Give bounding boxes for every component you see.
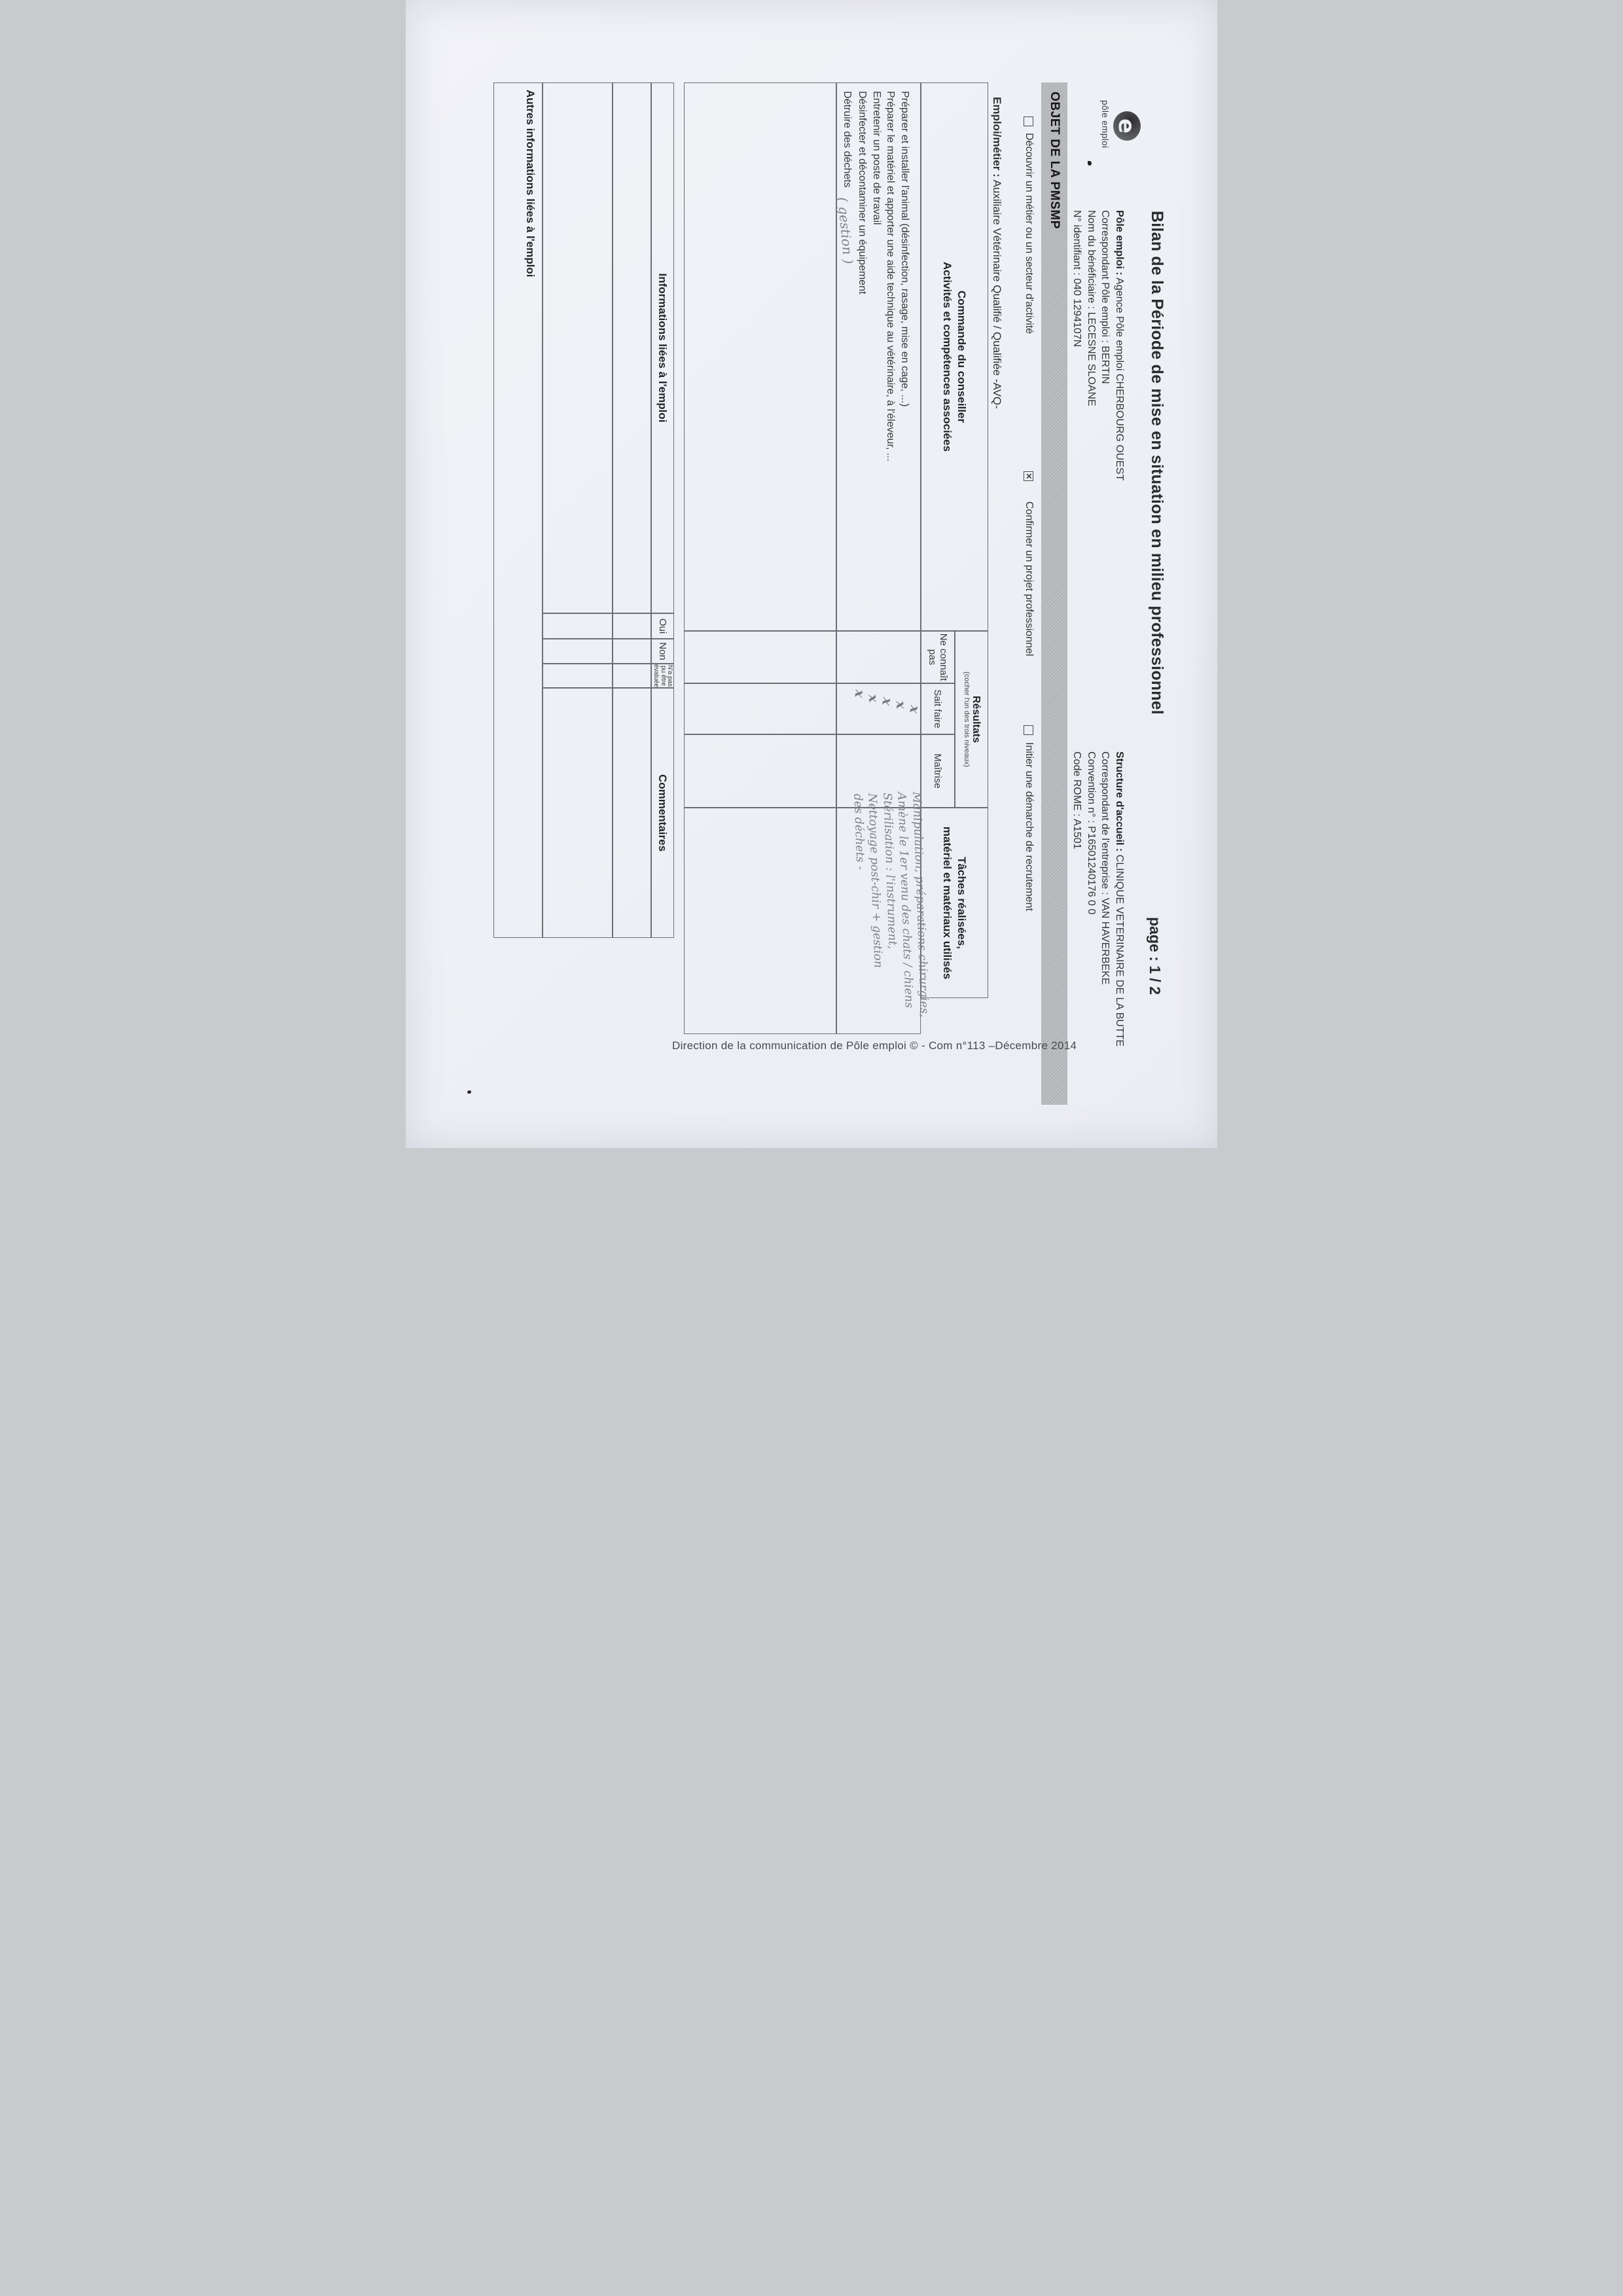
section-title: OBJET DE LA PMSMP <box>1048 92 1061 230</box>
cell-commande-r2 <box>684 82 836 631</box>
info-header-label: Informations liées à l'emploi <box>651 82 674 613</box>
rotated-form-content: e pôle emploi Bilan de la Période de mis… <box>483 77 1196 1111</box>
col-header-resultats: Résultats (cocher l'un des trois niveaux… <box>955 631 988 808</box>
checkbox-initier-label: Initier une démarche de recrutement <box>1024 742 1035 911</box>
info-r2-comm <box>543 688 613 938</box>
activity-item: Préparer le matériel et apporter une aid… <box>885 91 897 462</box>
header-line: N° identifiant : 040 1294107N <box>1071 210 1083 348</box>
autres-informations-row: Autres informations liées à l'emploi <box>493 82 543 938</box>
commande-line1: Commande du conseiller <box>955 290 969 423</box>
pole-emploi-logo-icon: e <box>1113 111 1141 141</box>
info-r2-oui <box>543 613 613 639</box>
checkbox-decouvrir[interactable] <box>1024 117 1033 126</box>
col-header-ne-connait-pas: Ne connaît pas <box>921 631 955 683</box>
pencil-x-mark: x <box>865 693 882 704</box>
info-header-commentaires: Commentaires <box>651 688 674 938</box>
info-r1-napas <box>613 664 651 688</box>
activity-item: Désinfecter et décontaminer un équipemen… <box>857 91 868 295</box>
autres-informations-label: Autres informations liées à l'emploi <box>524 90 537 278</box>
checkbox-confirmer-label: Confirmer un projet professionnel <box>1024 501 1035 656</box>
commande-line2: Activités et compétences associées <box>941 261 954 452</box>
info-r2-non <box>543 639 613 664</box>
scanned-form-page: e pôle emploi Bilan de la Période de mis… <box>406 0 1217 1148</box>
header-line: Structure d'accueil : CLINIQUE VETERINAI… <box>1114 751 1125 1047</box>
header-block-pole-emploi: Pôle emploi : Agence Pôle emploi CHERBOU… <box>1070 210 1126 480</box>
info-header-non: Non <box>651 639 674 664</box>
activity-item: Détruire des déchets( gestion ) <box>834 91 857 265</box>
row-activites-cell: Préparer et installer l'animal (désinfec… <box>834 82 921 631</box>
info-r2-c1 <box>543 82 613 613</box>
emploi-metier-line: Emploi/métier : Auxiliaire Vétérinaire Q… <box>990 97 1003 409</box>
page-number-label: page : 1 / 2 <box>1147 917 1164 995</box>
info-r1-comm <box>613 688 651 938</box>
pencil-x-mark: x <box>851 689 868 699</box>
section-bar-objet-pmsmp: OBJET DE LA PMSMP <box>1041 82 1067 1105</box>
emploi-metier-value: Auxiliaire Vétérinaire Qualifié / Qualif… <box>991 177 1003 409</box>
header-line: Nom du bénéficiaire : LECESNE SLOANE <box>1086 210 1097 406</box>
header-block-structure-accueil: Structure d'accueil : CLINIQUE VETERINAI… <box>1070 751 1126 1047</box>
col-header-sait-faire: Sait faire <box>921 683 955 734</box>
cell-ne-connait-r1 <box>836 631 921 683</box>
col-header-commande: Commande du conseiller Activités et comp… <box>921 82 988 631</box>
checkbox-confirmer[interactable]: ✕ <box>1024 471 1033 481</box>
emploi-metier-label: Emploi/métier : <box>991 97 1003 177</box>
header-line: Pôle emploi : Agence Pôle emploi CHERBOU… <box>1114 210 1125 481</box>
cell-maitrise-r2 <box>684 734 836 808</box>
header-line: Convention n° : P16501240176 0 0 <box>1086 751 1097 915</box>
results-table: Commande du conseiller Activités et comp… <box>684 82 988 1034</box>
handwritten-tasks-note: Manipulation, préparations chirurgies, A… <box>850 791 933 1046</box>
handwritten-gestion: ( gestion ) <box>834 196 857 265</box>
form-title: Bilan de la Période de mise en situation… <box>1148 211 1166 715</box>
activity-item: Préparer et installer l'animal (désinfec… <box>899 91 910 407</box>
info-r1-c1 <box>613 82 651 613</box>
header-line: Code ROME : A1501 <box>1071 751 1083 850</box>
cell-ne-connait-r2 <box>684 631 836 683</box>
info-r1-oui <box>613 613 651 639</box>
cell-sait-faire-r2 <box>684 683 836 734</box>
col-header-taches: Tâches réalisées, matériel et matériaux … <box>921 808 988 998</box>
activities-list: Préparer et installer l'animal (désinfec… <box>834 83 921 630</box>
resultats-subtitle: (cocher l'un des trois niveaux) <box>963 672 971 767</box>
logo-e-glyph: e <box>1113 118 1139 134</box>
resultats-title: Résultats <box>971 695 982 744</box>
taches-line2: matériel et matériaux utilisés <box>941 826 954 980</box>
logo-bullet-dot <box>1088 161 1092 166</box>
info-header-oui: Oui <box>651 613 674 639</box>
informations-emploi-table: Informations liées à l'emploi Oui Non N'… <box>493 82 674 938</box>
cell-taches-r2 <box>684 808 836 1034</box>
info-r2-napas <box>543 664 613 688</box>
pencil-x-mark: x <box>893 700 910 709</box>
taches-line1: Tâches réalisées, <box>955 857 969 949</box>
scan-speck <box>467 1090 471 1094</box>
info-header-napas: N'a pas pu être évaluée <box>651 664 674 688</box>
checkbox-decouvrir-label: Découvrir un métier ou un secteur d'acti… <box>1024 133 1035 334</box>
activity-item: Entretenir un poste de travail <box>871 91 882 225</box>
info-r1-non <box>613 639 651 664</box>
logo-brand-text: pôle emploi <box>1100 100 1110 149</box>
footer-credit: Direction de la communication de Pôle em… <box>672 1039 1077 1052</box>
checkbox-initier[interactable] <box>1024 725 1033 735</box>
col-header-maitrise: Maîtrise <box>921 734 955 808</box>
header-line: Correspondant de l'entreprise : VAN HAVE… <box>1099 751 1111 985</box>
header-line: Correspondant Pôle emploi : BERTIN <box>1099 210 1111 384</box>
